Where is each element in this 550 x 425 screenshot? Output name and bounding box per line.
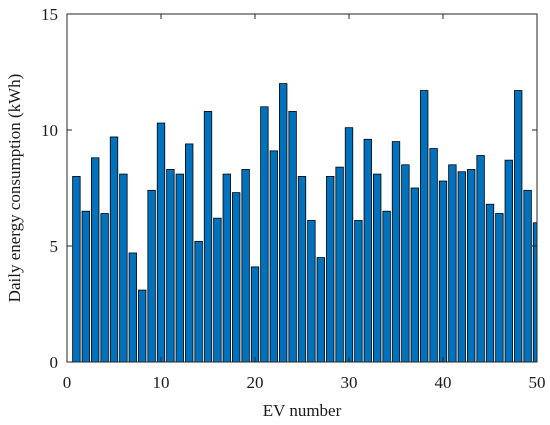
bar-ev-21 (260, 106, 269, 362)
axes-group (66, 13, 538, 363)
bar-ev-39 (429, 148, 438, 362)
x-tick-label-30: 30 (341, 373, 358, 392)
y-tick-label-15: 15 (41, 5, 58, 24)
bar-ev-42 (457, 171, 466, 362)
x-tick-label-40: 40 (435, 373, 452, 392)
bar-ev-33 (373, 173, 382, 362)
bar-ev-30 (344, 127, 354, 362)
bar-ev-20 (250, 266, 260, 362)
y-tick-label-5: 5 (50, 237, 59, 256)
bar-ev-46 (495, 213, 504, 362)
y-axis-label: Daily energy consumption (kWh) (5, 74, 24, 303)
bar-ev-35 (391, 141, 401, 362)
bar-ev-16 (213, 217, 222, 362)
plot-frame (66, 13, 538, 363)
bar-ev-49 (523, 189, 532, 362)
bar-ev-45 (485, 203, 495, 362)
x-axis-label: EV number (263, 401, 342, 420)
bar-ev-47 (504, 159, 513, 362)
ticks-group: 0 10 20 30 40 50 0 5 10 15 (41, 5, 546, 392)
bar-ev-12 (175, 173, 184, 362)
bar-ev-10 (156, 122, 166, 362)
bar-ev-23 (279, 83, 288, 362)
bar-ev-14 (194, 240, 203, 362)
y-tick-label-10: 10 (41, 121, 58, 140)
bar-ev-34 (382, 210, 391, 362)
bar-ev-1 (72, 175, 81, 362)
bar-ev-7 (128, 252, 137, 362)
bar-ev-24 (288, 111, 297, 362)
bar-ev-2 (81, 210, 90, 362)
bar-ev-38 (420, 90, 429, 362)
bar-ev-25 (297, 175, 307, 362)
bar-ev-11 (166, 169, 175, 362)
bar-ev-48 (514, 90, 523, 362)
bar-ev-44 (476, 155, 485, 362)
x-tick-label-20: 20 (247, 373, 264, 392)
bar-ev-9 (147, 189, 156, 362)
bar-ev-8 (138, 289, 147, 362)
bar-ev-29 (335, 166, 344, 362)
bar-ev-5 (109, 136, 119, 362)
bars-group (72, 83, 537, 362)
bar-ev-40 (438, 180, 448, 362)
bar-ev-27 (316, 257, 325, 362)
bar-ev-26 (307, 220, 316, 362)
x-tick-label-10: 10 (153, 373, 170, 392)
bar-ev-43 (467, 169, 476, 362)
bar-ev-17 (222, 173, 231, 362)
bar-ev-13 (185, 143, 194, 362)
bar-ev-3 (91, 157, 100, 362)
bar-ev-37 (410, 187, 419, 362)
bar-ev-28 (326, 175, 335, 362)
bar-ev-32 (363, 138, 372, 362)
bar-ev-6 (119, 173, 128, 362)
bar-ev-22 (269, 150, 278, 362)
bar-ev-15 (203, 111, 213, 362)
bar-ev-4 (100, 213, 109, 362)
bar-ev-36 (401, 164, 410, 362)
y-tick-label-0: 0 (50, 353, 59, 372)
bar-ev-41 (448, 164, 457, 362)
bar-ev-31 (354, 220, 363, 362)
x-tick-label-50: 50 (529, 373, 546, 392)
bar-ev-18 (232, 192, 241, 362)
bar-ev-19 (241, 169, 250, 362)
x-tick-label-0: 0 (63, 373, 72, 392)
